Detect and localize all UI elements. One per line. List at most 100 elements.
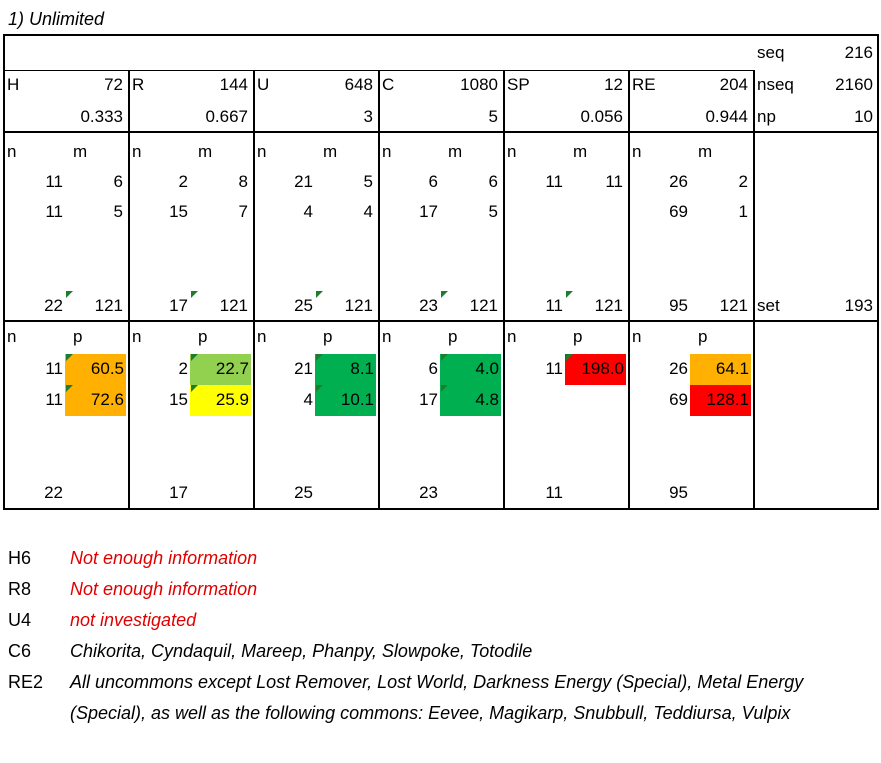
nm-m-total: 121 [219, 296, 248, 315]
np-n: 69 [669, 390, 688, 409]
nm-m-total: 121 [94, 296, 123, 315]
p-fill [690, 385, 751, 416]
np-p: 25.9 [215, 390, 249, 409]
grid-line [628, 70, 630, 508]
nm-m: 4 [363, 202, 373, 221]
nm-n-total: 17 [169, 296, 188, 315]
np-p: 198.0 [581, 359, 624, 378]
note-item: H6 Not enough information [8, 543, 868, 574]
p-header: p [323, 327, 333, 346]
notes-list: H6 Not enough information R8 Not enough inf… [8, 543, 868, 729]
m-header: m [448, 142, 463, 161]
grid-line [3, 34, 879, 36]
n-header: n [632, 327, 642, 346]
note-item: R8 Not enough information [8, 574, 868, 605]
nm-n-total: 11 [545, 296, 563, 315]
np-n: 15 [169, 390, 188, 409]
nm-n: 15 [169, 202, 188, 221]
nm-n-total: 23 [419, 296, 438, 315]
p-header: p [448, 327, 458, 346]
nm-n: 6 [428, 172, 438, 191]
m-header: m [323, 142, 338, 161]
np-n: 17 [419, 390, 438, 409]
comment-marker [316, 354, 323, 361]
note-key: U4 [8, 610, 32, 630]
n-header: n [7, 327, 17, 346]
n-header: n [507, 142, 517, 161]
nm-n-total: 95 [669, 296, 688, 315]
nm-m: 6 [488, 172, 498, 191]
nm-m: 5 [113, 202, 123, 221]
group-label: U [257, 75, 270, 94]
group-label: R [132, 75, 145, 94]
p-header: p [73, 327, 83, 346]
grid-line [3, 131, 879, 133]
np-n: 26 [669, 359, 688, 378]
group-ratio: 0.056 [580, 107, 623, 126]
p-fill [440, 385, 501, 416]
nm-n: 11 [45, 172, 63, 191]
np-n: 6 [428, 359, 438, 378]
nm-m: 7 [238, 202, 248, 221]
p-fill [315, 385, 376, 416]
nm-m: 6 [113, 172, 123, 191]
p-fill [690, 354, 751, 385]
note-text: Not enough information [70, 548, 258, 568]
note-item: RE2 All uncommons except Lost Remover, Lo… [8, 667, 868, 729]
nm-m-total: 121 [594, 296, 623, 315]
np-p: 22.7 [215, 359, 249, 378]
comment-marker [191, 354, 198, 361]
n-header: n [132, 327, 142, 346]
comment-marker [566, 354, 573, 361]
np-total: 22 [44, 483, 63, 502]
group-label: C [382, 75, 395, 94]
p-fill [65, 354, 126, 385]
np-p: 8.1 [350, 359, 374, 378]
group-total: 72 [104, 75, 123, 94]
group-label: SP [507, 75, 530, 94]
nm-n: 69 [669, 202, 688, 221]
np-total: 95 [669, 483, 688, 502]
note-text: Not enough information [70, 579, 258, 599]
note-key: H6 [8, 548, 32, 568]
group-total: 144 [219, 75, 248, 94]
comment-marker [316, 291, 323, 298]
np-n: 11 [545, 359, 563, 378]
n-header: n [7, 142, 17, 161]
np-total: 23 [419, 483, 438, 502]
note-key: RE2 [8, 672, 44, 692]
nm-m: 2 [738, 172, 748, 191]
comment-marker [191, 385, 198, 392]
p-header: p [198, 327, 208, 346]
grid-line [3, 320, 879, 322]
nm-n: 11 [45, 202, 63, 221]
note-text: not investigated [70, 610, 197, 630]
nm-n: 11 [545, 172, 563, 191]
comment-marker [441, 385, 448, 392]
group-ratio: 0.944 [705, 107, 748, 126]
m-header: m [698, 142, 713, 161]
group-label: RE [632, 75, 656, 94]
grid-line [753, 70, 755, 508]
np-n: 2 [178, 359, 188, 378]
comment-marker [441, 291, 448, 298]
n-header: n [382, 327, 392, 346]
seq-label: seq [757, 43, 785, 62]
nm-m: 11 [605, 172, 623, 191]
note-text: All uncommons except Lost Remover, Lost … [70, 672, 804, 723]
np-label: np [757, 107, 776, 126]
set-value: 193 [844, 296, 873, 315]
nm-m-total: 121 [719, 296, 748, 315]
np-n: 11 [45, 359, 63, 378]
p-fill [565, 354, 626, 385]
group-ratio: 5 [488, 107, 498, 126]
group-ratio: 0.667 [205, 107, 248, 126]
note-item: U4 not investigated [8, 605, 868, 636]
nm-n: 26 [669, 172, 688, 191]
p-header: p [698, 327, 708, 346]
n-header: n [132, 142, 142, 161]
nm-m: 1 [738, 202, 748, 221]
group-ratio: 0.333 [80, 107, 123, 126]
grid-line [503, 70, 505, 508]
group-total: 1080 [460, 75, 498, 94]
